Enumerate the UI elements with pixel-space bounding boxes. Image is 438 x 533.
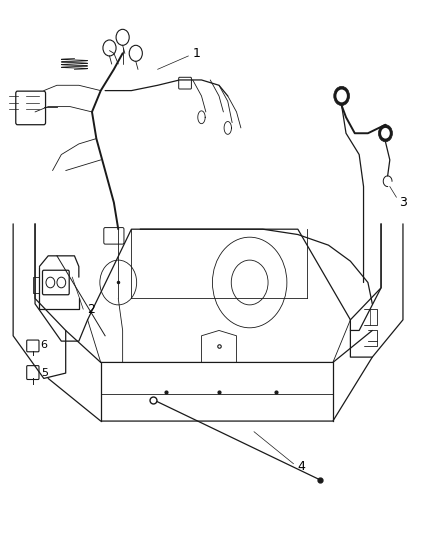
Circle shape [334, 86, 350, 106]
Text: 5: 5 [41, 368, 48, 377]
Circle shape [378, 125, 392, 142]
Circle shape [336, 90, 347, 102]
FancyBboxPatch shape [179, 77, 191, 89]
Text: 6: 6 [41, 341, 48, 350]
FancyBboxPatch shape [42, 270, 69, 295]
Text: 1: 1 [193, 47, 201, 60]
FancyBboxPatch shape [27, 340, 39, 352]
Text: 3: 3 [399, 196, 406, 209]
FancyBboxPatch shape [27, 366, 39, 379]
Text: 4: 4 [298, 460, 306, 473]
FancyBboxPatch shape [104, 228, 124, 244]
Circle shape [381, 128, 390, 139]
FancyBboxPatch shape [16, 91, 46, 125]
Text: 2: 2 [88, 303, 95, 316]
